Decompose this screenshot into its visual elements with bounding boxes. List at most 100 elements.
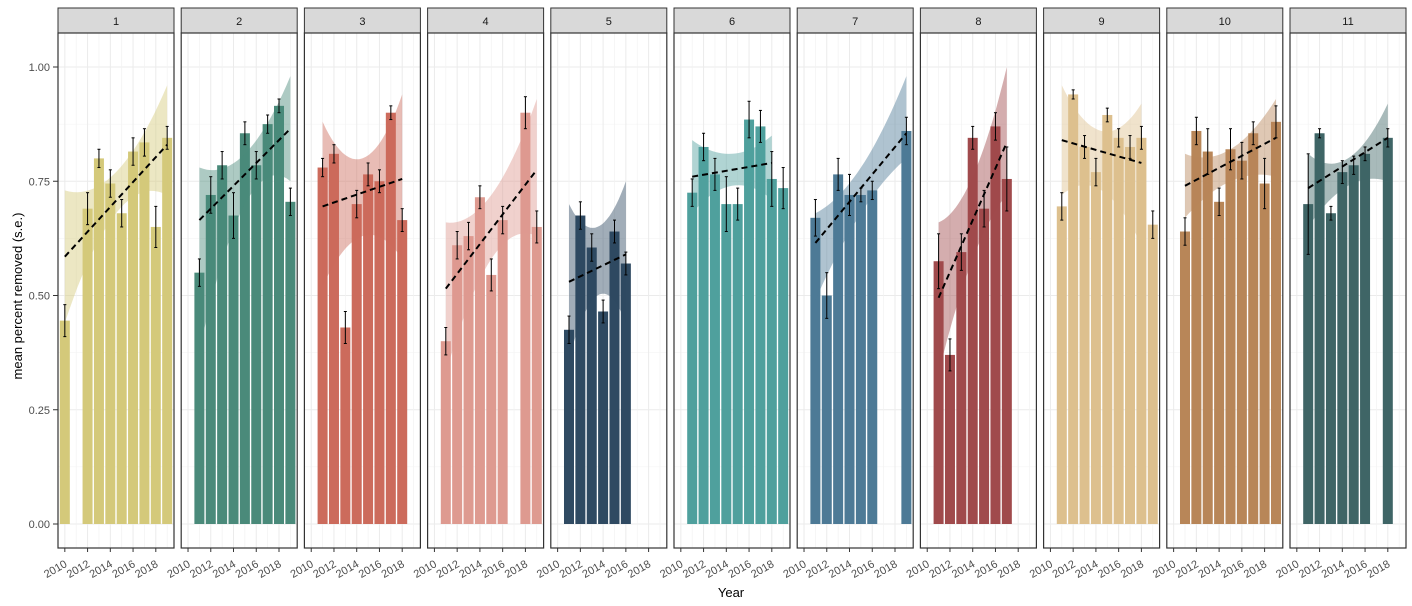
error-bar bbox=[266, 114, 270, 134]
facet-strip bbox=[919, 7, 1037, 34]
error-bar bbox=[86, 192, 90, 226]
bar bbox=[474, 197, 485, 524]
bar bbox=[228, 215, 239, 524]
bar bbox=[105, 183, 116, 524]
bar bbox=[463, 236, 474, 524]
facet-strip-label: 10 bbox=[1219, 16, 1231, 28]
bar bbox=[1136, 137, 1147, 524]
trend-line bbox=[1184, 136, 1277, 187]
confidence-ribbon bbox=[322, 94, 403, 287]
bar bbox=[1056, 206, 1067, 524]
confidence-ribbon bbox=[1061, 85, 1142, 246]
error-bar bbox=[825, 272, 829, 319]
panel-border bbox=[796, 32, 914, 549]
trend-line bbox=[568, 253, 627, 283]
error-bar bbox=[1251, 121, 1255, 146]
bar bbox=[1001, 178, 1012, 524]
error-bar bbox=[343, 310, 347, 344]
bar bbox=[687, 192, 698, 525]
bar bbox=[721, 204, 732, 524]
error-bar bbox=[220, 151, 224, 180]
bar bbox=[239, 133, 250, 524]
bar bbox=[217, 165, 228, 524]
bar bbox=[162, 137, 173, 524]
error-bar bbox=[1363, 146, 1367, 162]
error-bar bbox=[142, 128, 146, 157]
panel-border bbox=[1166, 32, 1284, 549]
bar bbox=[698, 146, 709, 524]
x-axis-title: Year bbox=[718, 585, 745, 600]
error-bar bbox=[489, 258, 493, 292]
bar bbox=[363, 174, 374, 524]
error-bar bbox=[1151, 210, 1155, 239]
error-bar bbox=[713, 157, 717, 191]
bar bbox=[1337, 172, 1348, 525]
facet-strip-label: 2 bbox=[236, 16, 242, 28]
x-tick-label: 2018 bbox=[995, 558, 1022, 581]
bar bbox=[328, 153, 339, 524]
bar bbox=[1325, 213, 1336, 525]
bar bbox=[205, 194, 216, 524]
facet-strip bbox=[1166, 7, 1284, 34]
error-bar bbox=[904, 116, 908, 146]
error-bar bbox=[612, 219, 616, 244]
bar bbox=[59, 320, 70, 524]
error-bar bbox=[523, 96, 527, 130]
facet-strip bbox=[1043, 7, 1161, 34]
error-bar bbox=[197, 258, 201, 287]
error-bar bbox=[590, 233, 594, 262]
bar bbox=[821, 295, 832, 524]
error-bar bbox=[937, 233, 941, 290]
y-tick-label: 0.75 bbox=[29, 176, 50, 188]
confidence-ribbon bbox=[199, 76, 291, 351]
bar bbox=[440, 341, 451, 524]
error-bar bbox=[1194, 116, 1198, 146]
bar bbox=[116, 213, 127, 525]
x-tick-label: 2018 bbox=[379, 558, 406, 581]
error-bar bbox=[455, 231, 459, 260]
bar bbox=[1214, 201, 1225, 524]
x-tick-label: 2018 bbox=[1242, 558, 1269, 581]
bar bbox=[1147, 224, 1158, 525]
error-bar bbox=[444, 326, 448, 356]
bar bbox=[979, 208, 990, 525]
error-bar bbox=[1071, 89, 1075, 100]
error-bar bbox=[1228, 128, 1232, 171]
bar bbox=[778, 188, 789, 525]
error-bar bbox=[97, 148, 101, 169]
error-bar bbox=[1217, 187, 1221, 217]
bar bbox=[374, 181, 385, 524]
y-tick-label: 0.00 bbox=[29, 519, 50, 531]
bar bbox=[251, 165, 262, 524]
error-bar bbox=[1263, 157, 1267, 210]
bar bbox=[609, 231, 620, 524]
error-bar bbox=[1105, 107, 1109, 123]
bar bbox=[744, 119, 755, 525]
error-bar bbox=[254, 151, 258, 180]
y-tick-label: 1.00 bbox=[29, 62, 50, 74]
panel-border bbox=[303, 32, 421, 549]
bar bbox=[563, 329, 574, 524]
bar bbox=[1348, 165, 1359, 524]
bar bbox=[620, 263, 631, 524]
error-bar bbox=[1117, 128, 1121, 148]
facet-strip bbox=[550, 7, 668, 34]
error-bar bbox=[948, 338, 952, 372]
bar bbox=[933, 261, 944, 524]
bar bbox=[1382, 137, 1393, 524]
error-bar bbox=[209, 176, 213, 214]
bar bbox=[351, 204, 362, 524]
error-bar bbox=[1128, 135, 1132, 159]
bar bbox=[1068, 94, 1079, 525]
panel-border bbox=[550, 32, 668, 549]
error-bar bbox=[1340, 160, 1344, 185]
panel-border bbox=[180, 32, 298, 549]
facet-strip-label: 7 bbox=[852, 16, 858, 28]
error-bar bbox=[467, 221, 471, 251]
error-bar bbox=[578, 201, 582, 230]
facet-strip-label: 4 bbox=[483, 16, 489, 28]
confidence-ribbon bbox=[64, 85, 168, 323]
